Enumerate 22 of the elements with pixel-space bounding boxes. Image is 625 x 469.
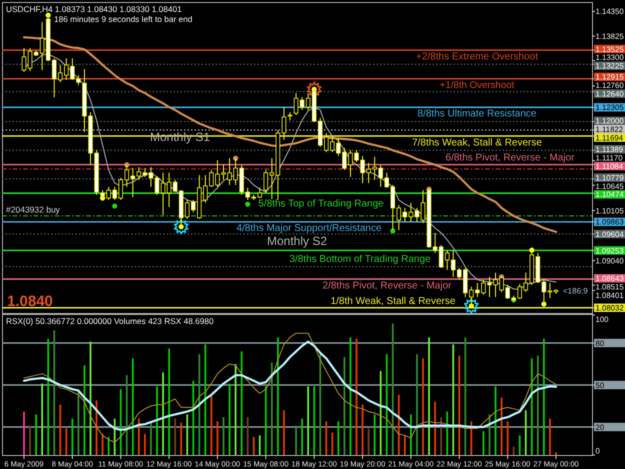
annotation: 1.0840 xyxy=(7,293,53,310)
point xyxy=(306,82,322,98)
ref-line-label: 4/8ths Major Support/Resistance xyxy=(236,223,382,234)
ref-line-label: #2043932 buy xyxy=(6,204,61,214)
point xyxy=(112,203,118,209)
ref-line-label: 7/8ths Weak, Stall & Reverse xyxy=(412,137,542,148)
ref-line-label: 8/8ths Ultimate Resistance xyxy=(418,108,537,120)
chart-title: RSX(0) 50.366772 0.000000 Volumes 423 RSX 48.6980 xyxy=(6,316,214,326)
ref-line-label: +2/8ths Extreme Overshoot xyxy=(416,51,538,62)
ref-line-label: 1/8th Weak, Stall & Reverse xyxy=(330,296,456,307)
point xyxy=(174,218,189,234)
ref-line-label: +1/8th Overshoot xyxy=(440,80,515,91)
point xyxy=(464,298,479,314)
chart-title: USDCHF,H4 1.08373 1.08430 1.08330 1.08401 xyxy=(6,4,182,14)
ref-line-label: Monthly S2 xyxy=(266,234,328,248)
text: <186:9 xyxy=(563,286,588,296)
point xyxy=(245,202,250,207)
ref-line-label: 2/8ths Pivot, Reverse - Major xyxy=(322,280,452,292)
ref-line-label: 5/8ths Top of Trading Range xyxy=(258,198,384,210)
ref-line-label: 6/8ths Pivot, Reverse - Major xyxy=(446,152,576,164)
text: 186 minutes 9 seconds left to bar end xyxy=(54,14,193,24)
ref-line-label: 3/8ths Bottom of Trading Range xyxy=(289,254,432,265)
